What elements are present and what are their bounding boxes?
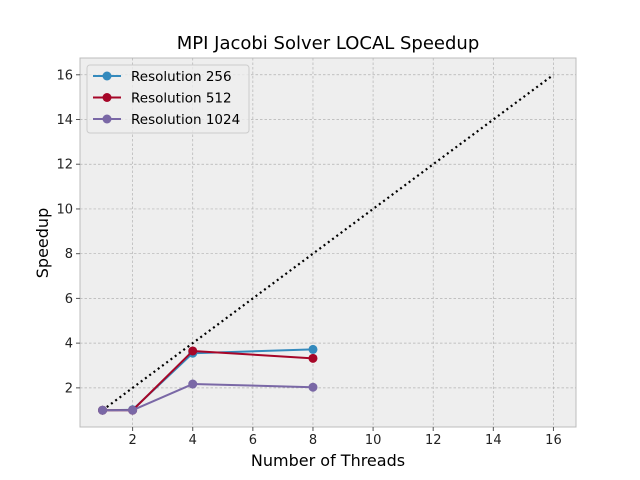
y-tick-label: 8 bbox=[65, 247, 73, 262]
x-tick-label: 6 bbox=[249, 433, 257, 448]
y-ticks: 2 4 6 8 10 12 14 16 bbox=[56, 68, 80, 396]
series-line bbox=[102, 383, 313, 412]
legend-item: Resolution 256 bbox=[93, 69, 232, 85]
legend-item: Resolution 1024 bbox=[93, 112, 240, 128]
legend-label: Resolution 256 bbox=[131, 69, 232, 85]
x-tick-label: 14 bbox=[485, 433, 502, 448]
x-tick-label: 8 bbox=[309, 433, 317, 448]
y-tick-label: 4 bbox=[65, 337, 73, 352]
x-tick-label: 2 bbox=[128, 433, 136, 448]
data-point bbox=[188, 379, 198, 389]
data-point bbox=[308, 382, 318, 392]
x-tick-label: 10 bbox=[365, 433, 382, 448]
x-axis-label: Number of Threads bbox=[251, 451, 405, 470]
legend-swatch-marker bbox=[102, 93, 112, 102]
y-tick-label: 10 bbox=[56, 202, 73, 217]
data-point bbox=[308, 344, 318, 354]
legend-label: Resolution 1024 bbox=[131, 112, 240, 128]
series-resolution-1024 bbox=[98, 379, 318, 415]
legend-label: Resolution 512 bbox=[131, 90, 232, 106]
data-point bbox=[308, 353, 318, 363]
legend-item: Resolution 512 bbox=[93, 90, 232, 106]
x-tick-label: 4 bbox=[189, 433, 197, 448]
y-tick-label: 6 bbox=[65, 292, 73, 307]
data-point bbox=[98, 405, 108, 415]
chart-title: MPI Jacobi Solver LOCAL Speedup bbox=[177, 33, 480, 54]
legend: Resolution 256 Resolution 512 Resolution 1… bbox=[86, 64, 250, 134]
ideal-speedup-line bbox=[101, 73, 555, 412]
x-tick-label: 16 bbox=[545, 433, 562, 448]
y-tick-label: 16 bbox=[56, 68, 73, 83]
y-axis-label: Speedup bbox=[33, 208, 52, 278]
y-tick-label: 14 bbox=[56, 113, 73, 128]
legend-box bbox=[86, 64, 250, 134]
x-tick-label: 12 bbox=[425, 433, 442, 448]
x-ticks: 2 4 6 8 10 12 14 16 bbox=[128, 427, 562, 448]
y-tick-label: 2 bbox=[65, 381, 73, 396]
y-tick-label: 12 bbox=[56, 158, 73, 173]
legend-swatch-marker bbox=[102, 114, 112, 124]
series-group bbox=[98, 344, 318, 415]
reference-line bbox=[101, 73, 555, 412]
data-point bbox=[128, 405, 138, 415]
data-point bbox=[188, 346, 198, 356]
legend-swatch-marker bbox=[102, 71, 112, 81]
